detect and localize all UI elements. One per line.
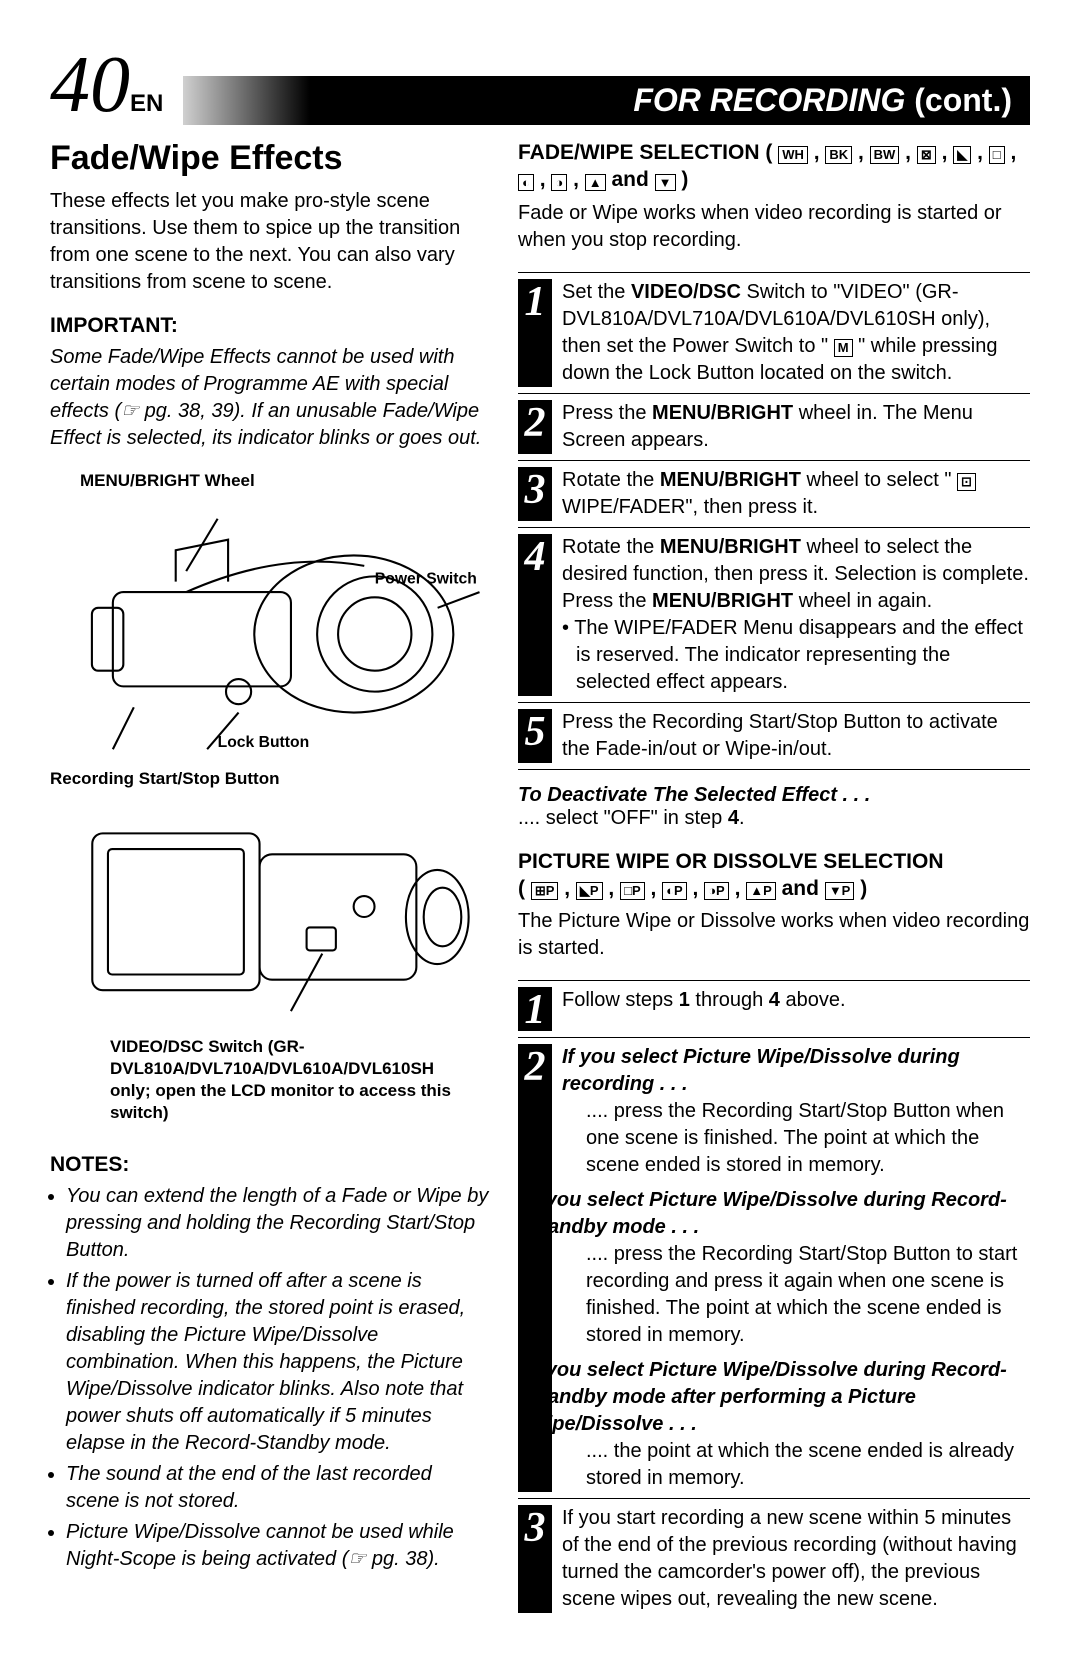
notes-list: You can extend the length of a Fade or W…: [66, 1183, 490, 1573]
note-item: The sound at the end of the last recorde…: [66, 1461, 490, 1515]
section-title: FOR RECORDING: [633, 82, 905, 118]
right-column: FADE/WIPE SELECTION ( WH , BK , BW , ⊠ ,…: [518, 139, 1030, 1619]
pw-block-body: .... press the Recording Start/Stop Butt…: [586, 1241, 1030, 1349]
pw-block: If you select Picture Wipe/Dissolve duri…: [562, 1357, 1030, 1492]
page-number-suffix: EN: [130, 90, 163, 117]
fw-heading-text: FADE/WIPE SELECTION (: [518, 141, 778, 164]
step-body: Set the VIDEO/DSC Switch to "VIDEO" (GR-…: [562, 279, 1030, 387]
fw-steps: 1 Set the VIDEO/DSC Switch to "VIDEO" (G…: [518, 272, 1030, 770]
pw-block-body: .... press the Recording Start/Stop Butt…: [586, 1098, 1030, 1179]
step-row: 3 Rotate the MENU/BRIGHT wheel to select…: [518, 461, 1030, 528]
deactivate-block: To Deactivate The Selected Effect . . . …: [518, 784, 1030, 830]
fade-wipe-selection-heading: FADE/WIPE SELECTION ( WH , BK , BW , ⊠ ,…: [518, 139, 1030, 194]
pw-heading-line1: PICTURE WIPE OR DISSOLVE SELECTION: [518, 848, 1030, 875]
fade-wipe-intro: These effects let you make pro-style sce…: [50, 188, 490, 296]
fw-intro: Fade or Wipe works when video recording …: [518, 200, 1030, 254]
mode-icon: ⊠: [917, 146, 936, 164]
step-body: If you select Picture Wipe/Dissolve duri…: [562, 1044, 1030, 1492]
step-body: Follow steps 1 through 4 above.: [562, 987, 1030, 1031]
step-number: 2: [518, 400, 552, 454]
step-body: Press the Recording Start/Stop Button to…: [562, 709, 1030, 763]
mode-icon: ◐P: [662, 882, 687, 900]
video-dsc-caption: VIDEO/DSC Switch (GR-DVL810A/DVL710A/DVL…: [110, 1036, 470, 1124]
step-row: 2 Press the MENU/BRIGHT wheel in. The Me…: [518, 394, 1030, 461]
step-row: 3 If you start recording a new scene wit…: [518, 1499, 1030, 1619]
important-body: Some Fade/Wipe Effects cannot be used wi…: [50, 344, 490, 452]
mode-icon: ◣: [953, 146, 971, 164]
pw-and: and: [776, 877, 825, 900]
step-row: 4 Rotate the MENU/BRIGHT wheel to select…: [518, 528, 1030, 703]
pw-block: If you select Picture Wipe/Dissolve duri…: [562, 1187, 1030, 1349]
mode-icon: ▲: [585, 174, 606, 192]
step-number: 1: [518, 279, 552, 387]
menu-bright-label: MENU/BRIGHT Wheel: [80, 470, 490, 492]
mode-icon: ◐: [518, 174, 534, 192]
note-item: You can extend the length of a Fade or W…: [66, 1183, 490, 1264]
step-body: Rotate the MENU/BRIGHT wheel to select t…: [562, 534, 1030, 696]
mode-icon: ▼: [655, 174, 676, 192]
step-number: 4: [518, 534, 552, 696]
section-cont: (cont.): [914, 82, 1012, 118]
mode-icon: ▼P: [825, 882, 855, 900]
rec-start-stop-label: Recording Start/Stop Button: [50, 768, 490, 790]
step-bullet: The WIPE/FADER Menu disappears and the e…: [576, 615, 1030, 696]
page-number: 40EN: [50, 40, 163, 131]
step-row: 1 Set the VIDEO/DSC Switch to "VIDEO" (G…: [518, 273, 1030, 394]
section-banner: FOR RECORDING (cont.): [183, 76, 1030, 125]
page-header: 40EN FOR RECORDING (cont.): [50, 40, 1030, 131]
step-number: 3: [518, 467, 552, 521]
camcorder-top-illustration: Power Switch Lock Button: [50, 504, 490, 764]
pw-intro: The Picture Wipe or Dissolve works when …: [518, 908, 1030, 962]
mode-icon: ◑P: [704, 882, 729, 900]
mode-icon: WH: [778, 146, 808, 164]
pw-block-lead: If you select Picture Wipe/Dissolve duri…: [528, 1187, 1030, 1241]
step-body: If you start recording a new scene withi…: [562, 1505, 1030, 1613]
pw-block-lead: If you select Picture Wipe/Dissolve duri…: [528, 1357, 1030, 1438]
notes-label: NOTES:: [50, 1153, 490, 1177]
step-number: 5: [518, 709, 552, 763]
mode-icon: ▲P: [746, 882, 776, 900]
mode-icon: ⊞P: [531, 882, 559, 900]
note-item: Picture Wipe/Dissolve cannot be used whi…: [66, 1519, 490, 1573]
fw-and: and: [606, 168, 655, 191]
fw-close: ): [676, 168, 689, 191]
pw-prefix: (: [518, 877, 531, 900]
lock-button-label: Lock Button: [218, 734, 310, 751]
page-number-value: 40: [50, 41, 130, 129]
picture-wipe-heading: PICTURE WIPE OR DISSOLVE SELECTION ( ⊞P …: [518, 848, 1030, 903]
deactivate-lead: To Deactivate The Selected Effect . . .: [518, 784, 1030, 807]
fade-wipe-title: Fade/Wipe Effects: [50, 139, 490, 178]
mode-icon: ◑: [551, 174, 567, 192]
deactivate-body: .... select "OFF" in step 4.: [518, 807, 1030, 830]
pw-steps: 1 Follow steps 1 through 4 above. 2 If y…: [518, 980, 1030, 1619]
step-row: 1 Follow steps 1 through 4 above.: [518, 981, 1030, 1038]
step-body: Rotate the MENU/BRIGHT wheel to select "…: [562, 467, 1030, 521]
step-body: Press the MENU/BRIGHT wheel in. The Menu…: [562, 400, 1030, 454]
pw-block: If you select Picture Wipe/Dissolve duri…: [562, 1044, 1030, 1179]
note-item: If the power is turned off after a scene…: [66, 1268, 490, 1457]
pw-block-body: .... the point at which the scene ended …: [586, 1438, 1030, 1492]
pw-heading-line2: ( ⊞P , ◣P , □P , ◐P , ◑P , ▲P and ▼P ): [518, 875, 1030, 902]
pw-close: ): [854, 877, 867, 900]
mode-icon: BW: [870, 146, 900, 164]
mode-icon: ◣P: [576, 882, 603, 900]
power-switch-label: Power Switch: [375, 571, 477, 588]
left-column: Fade/Wipe Effects These effects let you …: [50, 139, 490, 1619]
step-number: 1: [518, 987, 552, 1031]
camcorder-lcd-illustration: [50, 802, 490, 1032]
mode-icon: □P: [620, 882, 645, 900]
step-row: 5 Press the Recording Start/Stop Button …: [518, 703, 1030, 770]
step-row: 2 If you select Picture Wipe/Dissolve du…: [518, 1038, 1030, 1499]
mode-icon: BK: [825, 146, 852, 164]
step-text: Rotate the MENU/BRIGHT wheel to select t…: [562, 536, 1029, 612]
mode-icon: □: [989, 146, 1005, 164]
important-label: IMPORTANT:: [50, 314, 490, 338]
pw-block-lead: If you select Picture Wipe/Dissolve duri…: [562, 1044, 1030, 1098]
step-number: 3: [518, 1505, 552, 1613]
